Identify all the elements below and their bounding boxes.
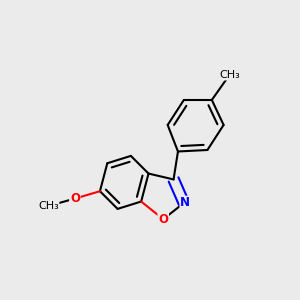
Text: N: N [180,196,190,209]
Text: CH₃: CH₃ [38,201,59,211]
Text: O: O [70,192,80,205]
Text: CH₃: CH₃ [219,70,240,80]
Text: O: O [158,213,168,226]
